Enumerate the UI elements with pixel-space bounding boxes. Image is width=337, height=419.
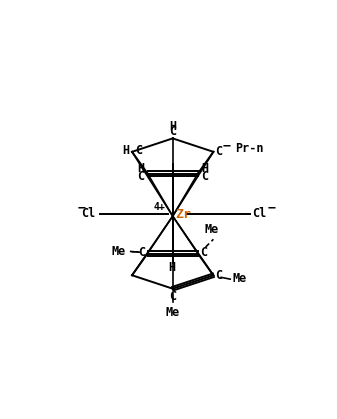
Text: C: C <box>215 145 222 158</box>
Text: Me: Me <box>232 272 246 285</box>
Text: H: H <box>137 163 145 176</box>
Text: Me: Me <box>165 305 180 318</box>
Text: 4+: 4+ <box>153 202 165 212</box>
Text: C: C <box>169 290 176 303</box>
Text: H: H <box>122 144 129 157</box>
Text: Me: Me <box>111 245 126 258</box>
Text: C: C <box>215 269 222 282</box>
Text: −: − <box>267 202 275 215</box>
Text: −: − <box>131 246 139 259</box>
Text: −: − <box>222 140 230 153</box>
Text: H: H <box>201 163 208 176</box>
Text: C: C <box>135 144 142 157</box>
Text: Cl: Cl <box>81 207 95 220</box>
Text: −: − <box>78 202 86 215</box>
Text: H: H <box>168 261 175 274</box>
Text: H: H <box>169 120 176 133</box>
Text: C: C <box>139 246 146 259</box>
Text: C: C <box>169 125 176 138</box>
Text: C: C <box>201 170 208 183</box>
Text: Me: Me <box>205 223 219 236</box>
Text: Cl: Cl <box>252 207 266 220</box>
Text: Zr: Zr <box>175 208 191 221</box>
Text: Pr-n: Pr-n <box>236 142 264 155</box>
Text: C: C <box>137 170 145 183</box>
Text: C: C <box>200 246 207 259</box>
